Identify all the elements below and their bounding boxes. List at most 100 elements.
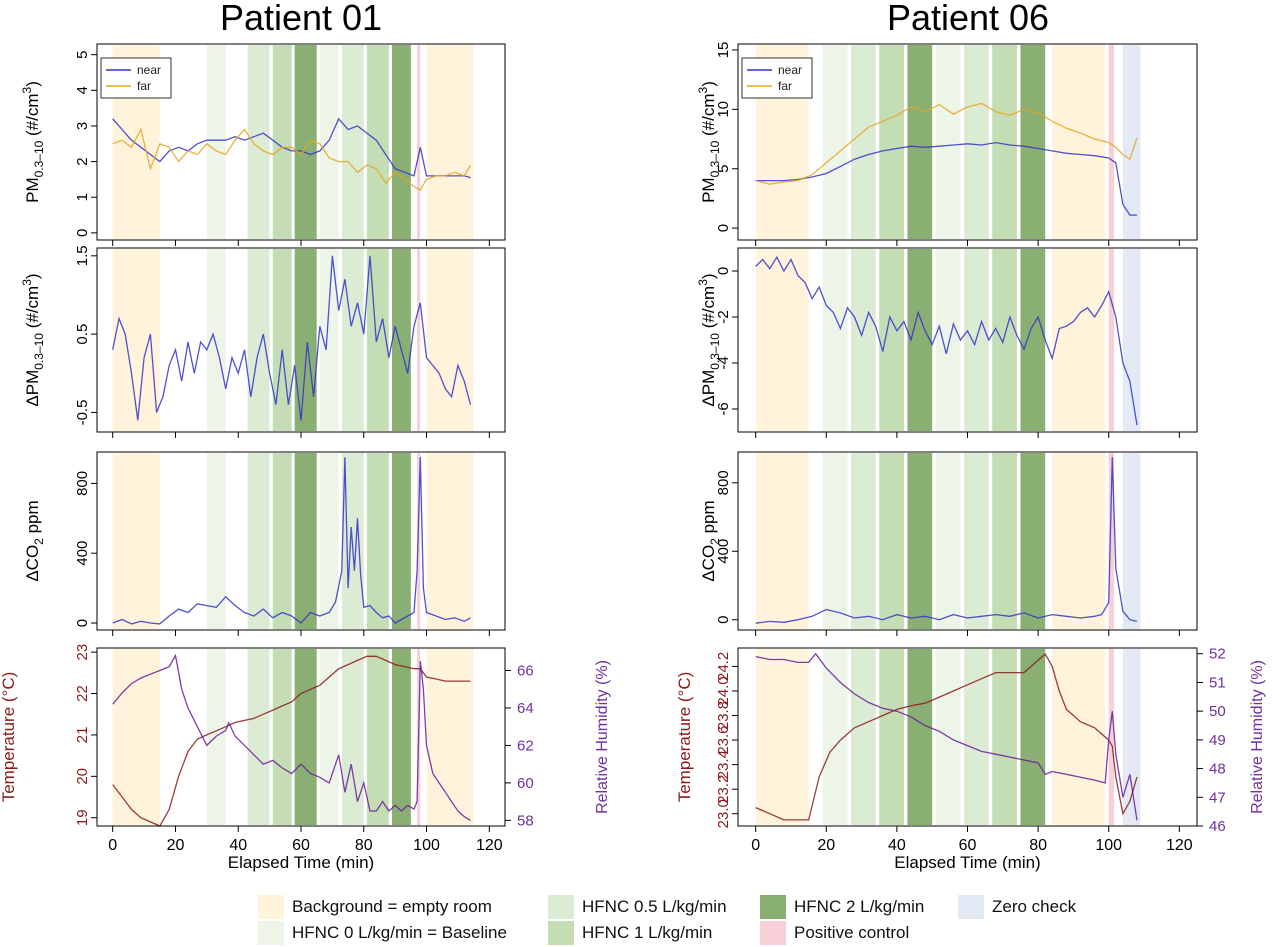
band-positive	[1108, 249, 1115, 431]
panel-co2: 0 400 800 ΔCO2 ppm	[23, 451, 506, 636]
band-hfnc0	[206, 45, 226, 239]
y-tick-label: 23.6	[715, 725, 732, 754]
band-hfnc0	[822, 45, 848, 239]
legend-label: Zero check	[992, 897, 1077, 916]
legend-item-positive: Positive control	[760, 921, 909, 945]
series-line-relative-humidity	[755, 652, 1138, 821]
y-tick-label: 0	[74, 229, 91, 237]
band-hfnc1	[992, 249, 1017, 431]
band-positive	[1108, 649, 1115, 825]
y-tick-label: 3	[74, 122, 91, 130]
y-tick-label: 800	[74, 471, 91, 496]
x-tick-label: 100	[1095, 837, 1122, 854]
x-tick-label: 120	[476, 837, 503, 854]
legend-label: Background = empty room	[292, 897, 492, 916]
y-tick-label: 0	[715, 616, 732, 624]
band-hfnc0	[319, 649, 339, 825]
series-legend: near far	[100, 57, 172, 99]
legend-swatch-hfnc05	[548, 895, 574, 919]
band-hfnc2	[907, 45, 933, 239]
band-background	[755, 249, 809, 431]
band-hfnc05	[963, 45, 989, 239]
band-hfnc05	[247, 453, 270, 629]
y-right-tick-label: 51	[1209, 674, 1226, 691]
band-zero	[1122, 453, 1141, 629]
x-tick-label: 20	[167, 837, 185, 854]
band-hfnc0	[822, 453, 848, 629]
band-hfnc0	[935, 45, 961, 239]
y-right-tick-label: 50	[1209, 703, 1226, 720]
legend-item-hfnc1: HFNC 1 L/kg/min	[548, 921, 712, 945]
legend-item-hfnc05: HFNC 0.5 L/kg/min	[548, 895, 727, 919]
band-background	[426, 249, 474, 431]
band-hfnc2	[907, 453, 933, 629]
legend-swatch-hfnc1	[548, 921, 574, 945]
band-hfnc2	[294, 45, 317, 239]
band-zero	[1122, 649, 1141, 825]
y-right-tick-label: 60	[517, 775, 534, 792]
band-hfnc1	[879, 249, 904, 431]
x-tick-label: 100	[413, 837, 440, 854]
band-background	[112, 453, 160, 629]
x-tick-label: 60	[959, 837, 977, 854]
y-tick-label: -2	[715, 310, 732, 323]
y-tick-label: -6	[715, 402, 732, 415]
y-tick-label: 5	[715, 165, 732, 173]
band-background	[755, 453, 809, 629]
band-hfnc05	[850, 45, 876, 239]
y-axis-label: ΔPM0.3–10 (#/cm3)	[20, 273, 46, 406]
y-axis-label: PM0.3–10 (#/cm3)	[696, 81, 722, 203]
legend-item-background: Background = empty room	[258, 895, 492, 919]
y-right-tick-label: 47	[1209, 789, 1226, 806]
band-background	[755, 649, 809, 825]
band-background	[1052, 45, 1106, 239]
legend-label: HFNC 1 L/kg/min	[582, 923, 713, 942]
series-legend-box	[741, 57, 813, 99]
x-tick-label: 40	[888, 837, 906, 854]
x-tick-label: 80	[355, 837, 373, 854]
y-right-tick-label: 64	[517, 700, 534, 717]
band-hfnc05	[850, 649, 876, 825]
panel-env: 23.023.223.423.623.824.024.2 46 47 48 49 50 51…	[675, 646, 1266, 872]
chart-title: Patient 06	[887, 0, 1049, 38]
series-legend: near far	[741, 57, 813, 99]
band-hfnc2	[1020, 649, 1046, 825]
legend-label: HFNC 2 L/kg/min	[794, 897, 925, 916]
band-hfnc1	[992, 45, 1017, 239]
y-right-tick-label: 62	[517, 737, 534, 754]
band-background	[112, 649, 160, 825]
x-tick-label: 60	[292, 837, 310, 854]
y-tick-label: 24.0	[715, 676, 732, 705]
y-tick-label: 1.5	[74, 245, 91, 266]
y-axis-label: ΔCO2 ppm	[23, 500, 46, 581]
series-line-near	[755, 141, 1137, 216]
y-tick-label: 15	[715, 42, 732, 59]
band-hfnc1	[272, 649, 292, 825]
legend-label: Positive control	[794, 923, 910, 942]
y-axis-label: PM0.3–10 (#/cm3)	[20, 81, 46, 203]
legend-swatch-positive	[760, 921, 786, 945]
y-tick-label: 23.2	[715, 775, 732, 804]
x-tick-label: 0	[751, 837, 760, 854]
y-right-tick-label: 46	[1209, 818, 1226, 835]
y-tick-label: 22	[74, 685, 91, 702]
band-hfnc05	[341, 45, 364, 239]
band-hfnc05	[341, 649, 364, 825]
series-legend-label: near	[137, 63, 161, 77]
y-right-tick-label: 66	[517, 662, 534, 679]
panel-dpm: -0.5 0.5 1.5 ΔPM0.3–10 (#/cm3)	[20, 245, 506, 438]
series-line--co2	[112, 457, 471, 625]
series-line-near-far	[755, 255, 1138, 426]
y-tick-label: 23.8	[715, 701, 732, 730]
series-line-temperature	[112, 655, 471, 827]
band-background	[426, 45, 474, 239]
series-line-far	[112, 127, 472, 191]
y-right-tick-label: 48	[1209, 761, 1226, 778]
band-hfnc05	[247, 649, 270, 825]
y-axis-label: Temperature (°C)	[0, 672, 18, 803]
legend-label: HFNC 0.5 L/kg/min	[582, 897, 727, 916]
x-tick-label: 40	[229, 837, 247, 854]
y-right-tick-label: 58	[517, 812, 534, 829]
